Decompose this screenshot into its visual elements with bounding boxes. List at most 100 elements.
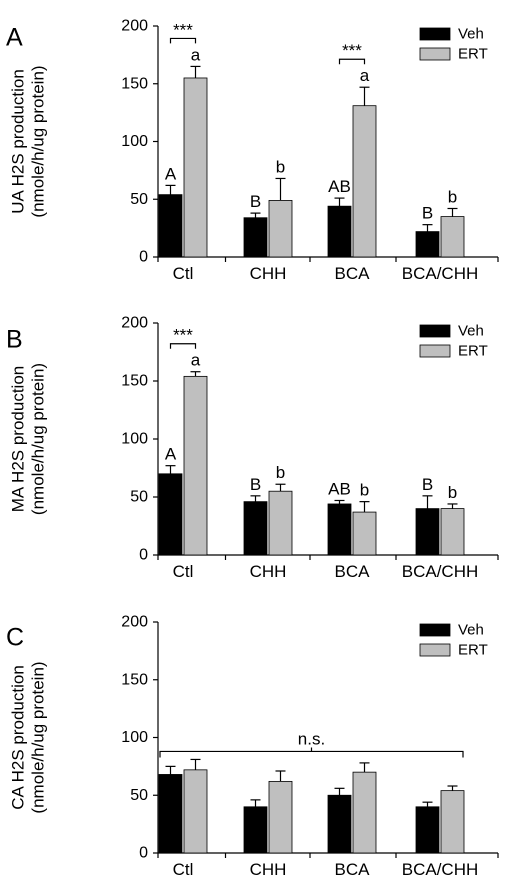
bar-veh: [158, 194, 183, 258]
legend-label: Veh: [458, 622, 484, 639]
y-tick-label: 100: [121, 729, 148, 746]
y-tick-label: 100: [121, 133, 148, 150]
bar-veh: [243, 501, 268, 556]
significance-bracket: [169, 37, 197, 44]
x-tick-label: Ctl: [173, 860, 194, 879]
y-axis-title: CA H2S production: [9, 665, 28, 810]
bar-veh: [415, 508, 440, 556]
y-tick-label: 50: [130, 787, 148, 804]
y-tick-label: 0: [139, 547, 148, 564]
significance-bracket: [169, 343, 197, 349]
y-tick-label: 100: [121, 431, 148, 448]
legend-swatch-ert: [419, 643, 451, 657]
legend-swatch-ert: [419, 344, 451, 358]
y-axis-subtitle: (nmole/h/ug protein): [29, 65, 48, 217]
y-tick-label: 50: [130, 489, 148, 506]
x-tick-label: BCA: [335, 562, 371, 581]
x-tick-label: BCA/CHH: [402, 562, 479, 581]
significance-letter: b: [360, 481, 369, 500]
legend-swatch-veh: [419, 324, 451, 338]
bar-veh: [158, 473, 183, 556]
legend-swatch-veh: [419, 623, 451, 637]
bar-veh: [158, 774, 183, 854]
x-tick-label: BCA/CHH: [402, 264, 479, 283]
bar-veh: [327, 205, 352, 258]
y-axis-subtitle: (nmole/h/ug protein): [29, 661, 48, 813]
legend-label: ERT: [458, 343, 488, 360]
significance-bracket: [338, 58, 366, 65]
bar-ert: [440, 790, 465, 854]
significance-letter: a: [191, 45, 201, 64]
significance-letter: A: [165, 445, 177, 464]
significance-letter: b: [448, 483, 457, 502]
significance-letter: AB: [328, 177, 351, 196]
y-axis-title: MA H2S production: [9, 366, 28, 512]
significance-letter: b: [276, 463, 285, 482]
y-tick-label: 150: [121, 75, 148, 92]
y-tick-label: 200: [121, 315, 148, 332]
x-tick-label: BCA: [335, 264, 371, 283]
y-axis-subtitle: (nmole/h/ug protein): [29, 363, 48, 515]
y-axis-title: UA H2S production: [9, 69, 28, 214]
y-tick-label: 0: [139, 249, 148, 266]
bar-veh: [327, 794, 352, 854]
x-tick-label: BCA: [335, 860, 371, 879]
bar-ert: [352, 511, 377, 556]
bar-veh: [243, 806, 268, 854]
bar-ert: [268, 200, 293, 258]
x-tick-label: CHH: [250, 562, 287, 581]
bar-ert: [183, 769, 208, 854]
bar-ert: [352, 771, 377, 854]
significance-letter: B: [422, 475, 433, 494]
significance-letter: AB: [328, 479, 351, 498]
y-tick-label: 150: [121, 373, 148, 390]
significance-letter: a: [191, 351, 201, 370]
legend-swatch-veh: [419, 27, 451, 41]
panel-label: A: [6, 24, 23, 52]
legend-label: Veh: [458, 26, 484, 43]
significance-stars: ***: [173, 20, 193, 39]
bar-ert: [440, 216, 465, 258]
panel-label: B: [6, 326, 23, 354]
ns-label: n.s.: [298, 729, 325, 748]
legend-swatch-ert: [419, 47, 451, 61]
chart-panel-b: B MA H2S production (nmole/h/ug protein) 0 5…: [6, 315, 499, 581]
bar-veh: [243, 217, 268, 258]
bar-veh: [327, 503, 352, 556]
legend-label: ERT: [458, 46, 488, 63]
bar-ert: [268, 780, 293, 854]
x-tick-label: BCA/CHH: [402, 860, 479, 879]
x-tick-label: CHH: [250, 264, 287, 283]
x-tick-label: Ctl: [173, 264, 194, 283]
ns-bracket: [159, 747, 464, 758]
y-tick-label: 50: [130, 191, 148, 208]
significance-letter: a: [360, 66, 370, 85]
bar-ert: [183, 77, 208, 258]
y-tick-label: 200: [121, 18, 148, 35]
panel-label: C: [6, 624, 24, 652]
legend-label: ERT: [458, 642, 488, 659]
bar-veh: [415, 231, 440, 258]
bar-veh: [415, 806, 440, 854]
y-tick-label: 150: [121, 671, 148, 688]
significance-stars: ***: [342, 41, 362, 60]
y-tick-label: 0: [139, 845, 148, 862]
chart-panel-c: C CA H2S production (nmole/h/ug protein) 0 5…: [6, 614, 499, 879]
legend-label: Veh: [458, 323, 484, 340]
significance-stars: ***: [173, 326, 193, 345]
significance-letter: b: [276, 157, 285, 176]
bar-ert: [183, 375, 208, 556]
significance-letter: B: [250, 192, 261, 211]
significance-letter: b: [448, 187, 457, 206]
x-tick-label: Ctl: [173, 562, 194, 581]
x-tick-label: CHH: [250, 860, 287, 879]
significance-letter: B: [422, 204, 433, 223]
bar-ert: [268, 490, 293, 556]
bar-ert: [440, 508, 465, 556]
significance-letter: B: [250, 475, 261, 494]
y-tick-label: 200: [121, 614, 148, 631]
significance-letter: A: [165, 164, 177, 183]
bar-ert: [352, 105, 377, 258]
chart-panel-a: A UA H2S production (nmole/h/ug protein) 0 5…: [6, 18, 499, 283]
